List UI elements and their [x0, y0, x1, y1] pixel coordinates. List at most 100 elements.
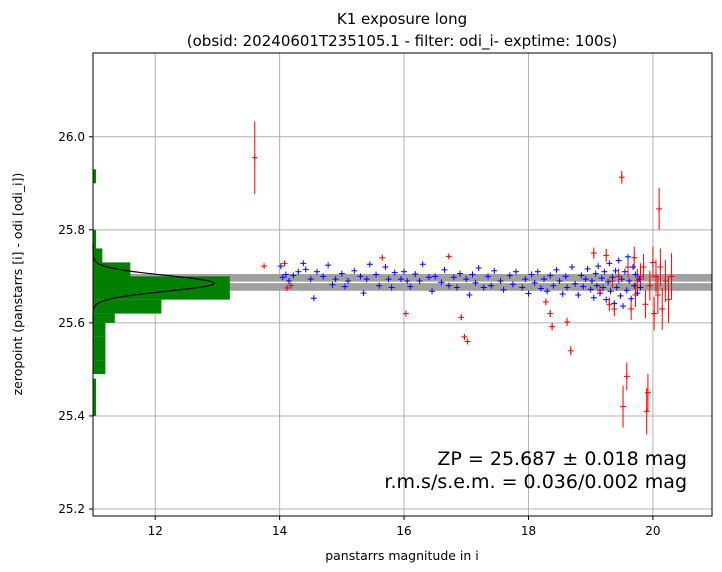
- accepted-point: [601, 268, 608, 275]
- rejected-point: [261, 263, 268, 270]
- rejected-point: [654, 276, 661, 314]
- accepted-point: [634, 290, 641, 297]
- zeropoint-annotation: ZP = 25.687 ± 0.018 mag: [437, 448, 687, 470]
- accepted-point: [453, 284, 460, 291]
- rejected-point: [287, 282, 294, 289]
- accepted-point: [429, 288, 436, 295]
- accepted-point: [618, 276, 625, 283]
- accepted-point: [629, 264, 636, 271]
- accepted-point: [282, 271, 289, 278]
- accepted-point: [277, 263, 284, 270]
- accepted-point: [385, 276, 392, 283]
- histogram-bar: [93, 248, 103, 263]
- accepted-point: [338, 270, 345, 277]
- rejected-point: [402, 310, 409, 317]
- rejected-point: [590, 247, 597, 259]
- accepted-point: [491, 267, 498, 274]
- accepted-point: [615, 257, 622, 264]
- accepted-point: [606, 260, 613, 267]
- accepted-point: [547, 272, 554, 279]
- accepted-point: [295, 268, 302, 275]
- accepted-point: [345, 278, 352, 285]
- accepted-point: [617, 292, 624, 299]
- accepted-point: [588, 278, 595, 285]
- accepted-point: [605, 278, 612, 285]
- accepted-point: [357, 273, 364, 280]
- accepted-point: [404, 278, 411, 285]
- accepted-point: [611, 300, 618, 307]
- accepted-point: [519, 284, 526, 291]
- accepted-point: [613, 284, 620, 291]
- rejected-point: [620, 385, 627, 428]
- accepted-point: [531, 279, 538, 286]
- accepted-point: [310, 295, 317, 302]
- accepted-point: [593, 282, 600, 289]
- accepted-point: [550, 282, 557, 289]
- accepted-point: [373, 271, 380, 278]
- rejected-point: [623, 362, 630, 391]
- rejected-point: [649, 246, 656, 279]
- rejected-point: [651, 296, 658, 331]
- rejected-point: [567, 346, 574, 356]
- accepted-point: [332, 276, 339, 283]
- accepted-point: [300, 260, 307, 267]
- histogram-bar: [93, 262, 131, 277]
- accepted-point: [632, 271, 639, 278]
- accepted-point: [559, 291, 566, 298]
- accepted-point: [582, 276, 589, 283]
- accepted-point: [432, 273, 439, 280]
- accepted-point: [376, 282, 383, 289]
- rejected-point: [542, 298, 549, 306]
- x-tick-label: 18: [521, 524, 536, 538]
- accepted-point: [509, 281, 516, 288]
- accepted-point: [625, 253, 632, 260]
- accepted-point: [537, 285, 544, 292]
- accepted-point: [407, 283, 414, 290]
- accepted-point: [363, 276, 370, 283]
- accepted-point: [360, 290, 367, 297]
- rejected-point: [656, 187, 663, 230]
- accepted-point: [397, 276, 404, 283]
- x-axis-label: panstarrs magnitude in i: [325, 548, 479, 563]
- accepted-point: [351, 267, 358, 274]
- accepted-point: [556, 278, 563, 285]
- accepted-point: [325, 262, 332, 269]
- accepted-point: [320, 273, 327, 280]
- rejected-points: [251, 121, 675, 435]
- rejected-point: [668, 253, 675, 300]
- chart-title: K1 exposure long: [337, 10, 467, 28]
- rejected-point: [564, 317, 571, 327]
- accepted-point: [480, 284, 487, 291]
- histogram-bar: [93, 360, 106, 375]
- accepted-point: [607, 288, 614, 295]
- accepted-point: [488, 282, 495, 289]
- x-tick-label: 14: [272, 524, 287, 538]
- x-tick-label: 20: [645, 524, 660, 538]
- accepted-point: [388, 284, 395, 291]
- accepted-point: [497, 278, 504, 285]
- accepted-point: [302, 266, 309, 273]
- rejected-point: [606, 297, 613, 312]
- accepted-point: [580, 283, 587, 290]
- histogram-bar: [93, 299, 162, 314]
- accepted-point: [631, 282, 638, 289]
- histogram-bar: [93, 322, 106, 337]
- rejected-point: [547, 309, 554, 318]
- histogram-bar: [93, 378, 97, 416]
- accepted-point: [575, 291, 582, 298]
- rejected-point: [646, 270, 653, 301]
- accepted-point: [366, 261, 373, 268]
- accepted-point: [513, 268, 520, 275]
- accepted-point: [313, 268, 320, 275]
- accepted-point: [553, 266, 560, 273]
- accepted-point: [612, 267, 619, 274]
- accepted-point: [475, 264, 482, 271]
- accepted-point: [598, 275, 605, 282]
- rejected-point: [458, 314, 465, 321]
- accepted-point: [307, 276, 314, 283]
- accepted-point: [401, 268, 408, 275]
- accepted-point: [590, 294, 597, 301]
- rejected-point: [464, 338, 471, 345]
- rejected-point: [603, 248, 610, 262]
- histogram-bar: [93, 169, 97, 184]
